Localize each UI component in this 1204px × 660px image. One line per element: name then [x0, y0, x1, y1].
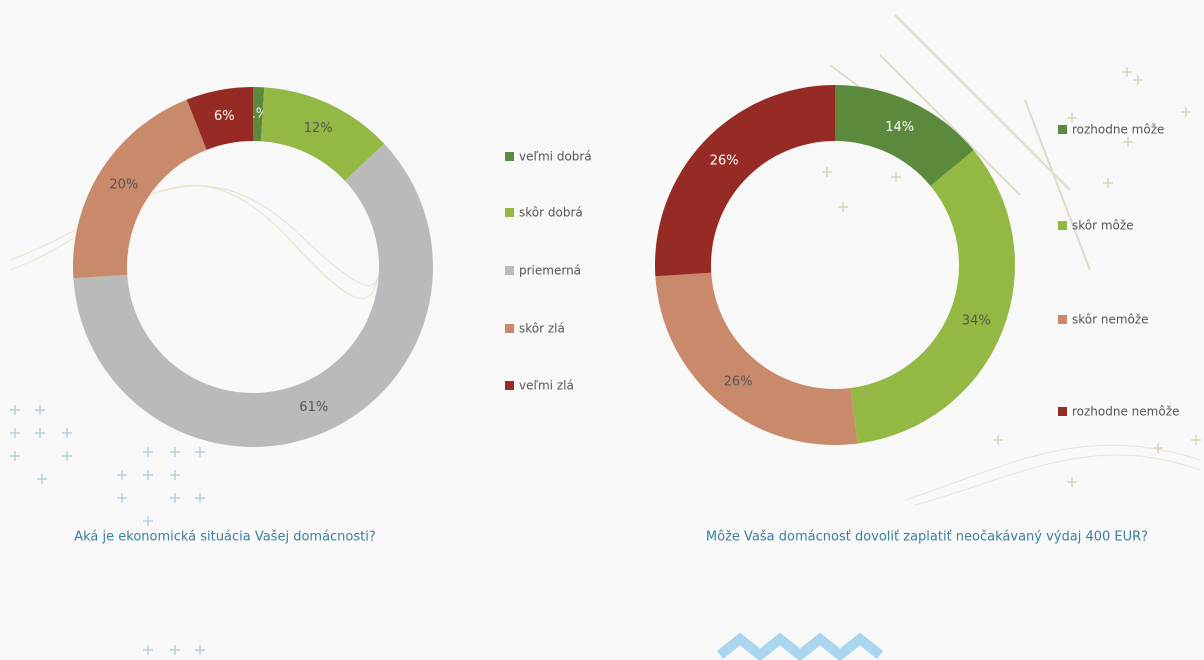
plus-sign: [195, 493, 205, 503]
plus-sign: [170, 493, 180, 503]
legend-label: skôr zlá: [519, 322, 565, 336]
donut-slice: [253, 87, 265, 142]
slice-label: 12%: [304, 121, 333, 136]
plus-sign: [1181, 107, 1191, 117]
legend-label: skôr dobrá: [519, 206, 583, 220]
plus-sign: [35, 428, 45, 438]
slice-label: 20%: [109, 178, 138, 193]
plus-sign: [195, 447, 205, 457]
plus-sign: [10, 405, 20, 415]
decoration-plus: [10, 67, 1201, 655]
legend-label: skôr nemôže: [1072, 313, 1149, 327]
donut-slice: [654, 85, 835, 277]
plus-sign: [37, 474, 47, 484]
plus-sign: [195, 645, 205, 655]
legend-label: skôr môže: [1072, 219, 1134, 233]
donut-slice: [655, 272, 858, 445]
slice-label: 14%: [885, 120, 914, 135]
legend-swatch: [1058, 315, 1067, 324]
slice-label: 26%: [710, 153, 739, 168]
plus-sign: [35, 405, 45, 415]
legend-swatch: [505, 381, 514, 390]
legend-swatch: [505, 208, 514, 217]
donut-slice: [72, 99, 207, 279]
slice-label: 26%: [724, 375, 753, 390]
question-title: Aká je ekonomická situácia Vašej domácno…: [74, 530, 376, 545]
plus-sign: [1067, 113, 1077, 123]
plus-sign: [117, 493, 127, 503]
slice-label: 34%: [962, 313, 991, 328]
plus-sign: [993, 435, 1003, 445]
plus-sign: [143, 447, 153, 457]
question-title: Môže Vaša domácnosť dovoliť zaplatiť neo…: [706, 530, 1148, 545]
donut-slice: [73, 143, 433, 447]
plus-sign: [1122, 67, 1132, 77]
plus-sign: [1123, 137, 1133, 147]
donut-slice: [835, 85, 974, 186]
donut-slice: [186, 87, 253, 150]
plus-sign: [62, 451, 72, 461]
donut-slice: [260, 87, 385, 181]
legend-swatch: [505, 324, 514, 333]
plus-sign: [170, 447, 180, 457]
donut-slice: [850, 150, 1015, 444]
plus-sign: [62, 428, 72, 438]
plus-sign: [822, 167, 832, 177]
plus-sign: [1191, 435, 1201, 445]
plus-sign: [1103, 178, 1113, 188]
plus-sign: [10, 428, 20, 438]
plus-sign: [143, 645, 153, 655]
legend-label: veľmi zlá: [519, 379, 574, 393]
legend-swatch: [1058, 407, 1067, 416]
legend-swatch: [1058, 221, 1067, 230]
plus-sign: [117, 470, 127, 480]
plus-sign: [1153, 443, 1163, 453]
plus-sign: [1133, 75, 1143, 85]
slice-label: 6%: [214, 109, 235, 124]
plus-sign: [838, 202, 848, 212]
slice-label: 61%: [299, 400, 328, 415]
plus-sign: [1067, 477, 1077, 487]
legend-label: priemerná: [519, 264, 581, 278]
legend-swatch: [505, 152, 514, 161]
plus-sign: [143, 516, 153, 526]
plus-sign: [170, 470, 180, 480]
legend-swatch: [505, 266, 514, 275]
legend-label: veľmi dobrá: [519, 150, 592, 164]
plus-sign: [143, 470, 153, 480]
plus-sign: [170, 645, 180, 655]
plus-sign: [891, 172, 901, 182]
legend-label: rozhodne môže: [1072, 123, 1164, 137]
legend-label: rozhodne nemôže: [1072, 405, 1179, 419]
plus-sign: [10, 451, 20, 461]
legend-swatch: [1058, 125, 1067, 134]
